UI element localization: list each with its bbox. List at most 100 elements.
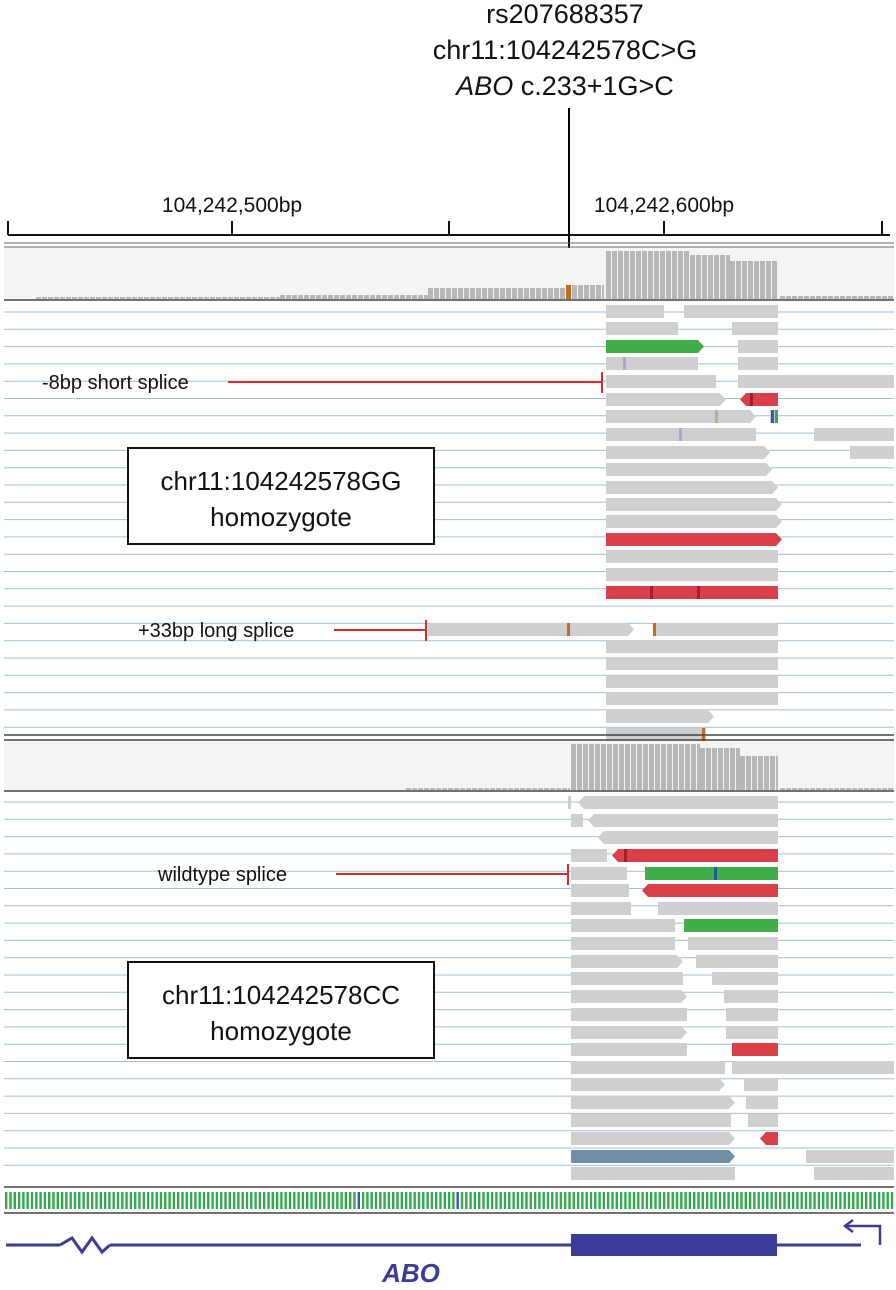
gg-read-8 [606,375,716,388]
gg-coverage-bar-22 [168,297,173,299]
gg-genotype-line-2: homozygote [210,502,352,532]
sequence-base-110 [478,1192,481,1209]
gg-coverage-bar-28 [204,297,209,299]
gg-coverage-bar-27 [198,297,203,299]
gg-coverage-bar-46 [310,295,315,299]
sequence-base-187 [809,1192,812,1209]
gg-coverage-bar-72 [464,288,469,299]
cc-read-41 [814,1167,894,1180]
gg-coverage-bar-105 [660,251,665,299]
cc-coverage-bar-63 [776,756,778,790]
sequence-base-182 [787,1192,790,1209]
gg-coverage-bar-106 [666,251,671,299]
cc-coverage-bar-37 [625,744,630,790]
gg-coverage-bar-5 [66,297,71,299]
gg-coverage-bar-93 [590,285,595,299]
cc-read-11 [658,902,778,915]
gg-read-5 [738,340,778,353]
sequence-base-23 [103,1192,107,1209]
gg-coverage-bar-120 [748,261,753,299]
sequence-base-141 [611,1192,614,1209]
cc-coverage-bar-25 [556,788,561,790]
gene-tss-arrow [846,1224,882,1245]
cc-coverage-bar-3 [424,788,429,790]
gg-read-3 [732,322,778,335]
sequence-base-132 [572,1192,575,1209]
gg-coverage-bar-54 [358,295,363,299]
cc-coverage-bar-6 [442,788,447,790]
gg-coverage-bar-14 [120,297,125,299]
sequence-base-96 [417,1192,421,1209]
variant-gene-symbol: ABO [454,71,513,101]
cc-coverage-bar-68 [804,788,809,790]
sequence-base-90 [392,1192,395,1209]
gg-coverage-bar-87 [554,288,559,299]
sequence-base-22 [99,1192,102,1209]
gg-coverage-bar-82 [524,288,529,299]
cc-coverage-bar-42 [655,744,660,790]
sequence-base-81 [353,1192,356,1209]
cc-coverage-bar-55 [730,748,735,790]
gg-coverage-bar-99 [624,251,629,299]
panel-cc: wildtype splice chr11:104242578CC homozy… [4,741,894,1180]
gg-coverage-bar-136 [846,296,851,299]
sequence-base-38 [168,1192,171,1209]
cc-coverage-bar-56 [736,748,740,790]
sequence-base-170 [736,1192,739,1209]
sequence-base-3 [17,1192,21,1209]
gg-coverage-bar-83 [530,288,535,299]
cc-coverage-bar-16 [502,788,507,790]
gg-coverage-bar-88 [560,288,565,299]
sequence-base-84 [366,1192,369,1209]
sequence-base-133 [576,1192,580,1209]
cc-read-17 [696,955,778,968]
cc-read-23 [726,1008,778,1021]
sequence-base-92 [400,1192,403,1209]
sequence-base-115 [499,1192,502,1209]
sequence-base-29 [129,1192,133,1209]
sequence-base-186 [804,1192,808,1209]
gg-coverage-bar-101 [636,251,641,299]
gg-read-12 [606,410,756,423]
gg-coverage-bar-123 [766,261,771,299]
sequence-base-66 [288,1192,292,1209]
gg-coverage-bar-20 [156,297,161,299]
sequence-base-30 [134,1192,137,1209]
sequence-base-42 [185,1192,188,1209]
gg-genotype-line-1: chr11:104242578GG [161,466,402,496]
sequence-base-69 [301,1192,305,1209]
cc-coverage-bar-32 [595,744,600,790]
cc-coverage-bar-35 [613,744,618,790]
cc-coverage-bar-69 [810,788,815,790]
sequence-base-53 [232,1192,236,1209]
sequence-base-197 [852,1192,855,1209]
gg-short-splice-label: -8bp short splice [42,372,189,394]
cc-read-8 [571,884,629,897]
gg-coverage-bar-71 [458,288,463,299]
sequence-base-46 [202,1192,206,1209]
sequence-base-180 [779,1192,782,1209]
cc-coverage-bar-53 [718,748,723,790]
gg-read-9 [738,375,894,388]
cc-read-34 [571,1114,731,1127]
gg-read-7 [738,357,778,370]
cc-read-38 [571,1150,735,1163]
gg-coverage-bar-108 [678,251,683,299]
sequence-base-188 [813,1192,816,1209]
sequence-base-193 [834,1192,838,1209]
sequence-base-139 [602,1192,606,1209]
sequence-base-177 [766,1192,769,1209]
cc-genotype-line-2: homozygote [210,1016,352,1046]
cc-coverage-bar-80 [876,788,881,790]
gg-read-31 [606,692,778,705]
sequence-base-85 [370,1192,373,1209]
gg-coverage-bar-70 [452,288,457,299]
gg-coverage-bar-138 [858,296,863,299]
sequence-base-43 [189,1192,193,1209]
sequence-base-10 [48,1192,51,1209]
sequence-base-129 [559,1192,563,1209]
sequence-base-45 [198,1192,201,1209]
gg-coverage-bar-90 [572,285,577,299]
sequence-base-79 [344,1192,348,1209]
cc-coverage-bar-5 [436,788,441,790]
